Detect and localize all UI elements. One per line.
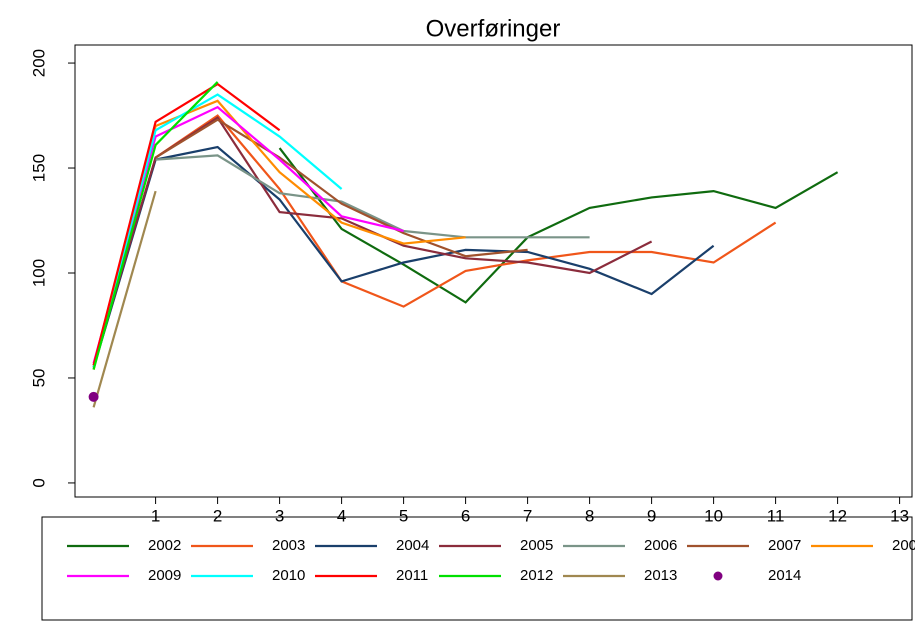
- x-tick-label: 11: [767, 506, 785, 525]
- series-line: [92, 145, 715, 368]
- chart-title: Overføringer: [426, 15, 561, 42]
- y-tick-label: 150: [29, 154, 48, 182]
- x-tick-label: 10: [704, 506, 723, 525]
- series-line: [92, 81, 219, 370]
- legend-label: 2011: [396, 567, 428, 584]
- y-tick-label: 0: [29, 478, 48, 487]
- x-tick-label: 9: [647, 506, 656, 525]
- x-tick-label: 12: [828, 506, 847, 525]
- x-tick-label: 3: [275, 506, 284, 525]
- legend-label: 2012: [520, 567, 553, 584]
- legend-label: 2005: [520, 537, 553, 554]
- legend-label: 2007: [768, 537, 801, 554]
- legend-frame: [41, 516, 913, 621]
- y-tick-label: 50: [29, 369, 48, 388]
- plot-frame: [74, 44, 913, 498]
- x-tick-label: 4: [337, 506, 346, 525]
- series-line: [92, 93, 343, 368]
- x-tick-label: 8: [585, 506, 594, 525]
- point: [88, 391, 99, 402]
- y-tick-label: 200: [29, 49, 48, 77]
- series-line: [155, 154, 590, 239]
- series-line: [278, 147, 839, 304]
- legend-label: 2013: [644, 567, 677, 584]
- legend-label: 2009: [148, 567, 181, 584]
- legend-label: 2003: [272, 537, 305, 554]
- legend-label: 2002: [148, 537, 181, 554]
- series-line: [92, 190, 157, 408]
- legend-label: 2008: [892, 537, 915, 554]
- x-tick-label: 1: [151, 506, 160, 525]
- series-line: [92, 114, 777, 368]
- x-tick-label: 13: [890, 506, 909, 525]
- legend-label: 2010: [272, 567, 305, 584]
- x-tick-label: 7: [523, 506, 532, 525]
- legend-label: 2004: [396, 537, 429, 554]
- x-tick-label: 5: [399, 506, 408, 525]
- series-line: [92, 105, 404, 364]
- legend-label: 2014: [768, 567, 801, 584]
- x-tick-label: 6: [461, 506, 470, 525]
- legend-label: 2006: [644, 537, 677, 554]
- y-tick-label: 100: [29, 259, 48, 287]
- series-line: [155, 118, 528, 258]
- series-line: [92, 82, 281, 366]
- legend-marker: [713, 571, 723, 581]
- x-tick-label: 2: [213, 506, 222, 525]
